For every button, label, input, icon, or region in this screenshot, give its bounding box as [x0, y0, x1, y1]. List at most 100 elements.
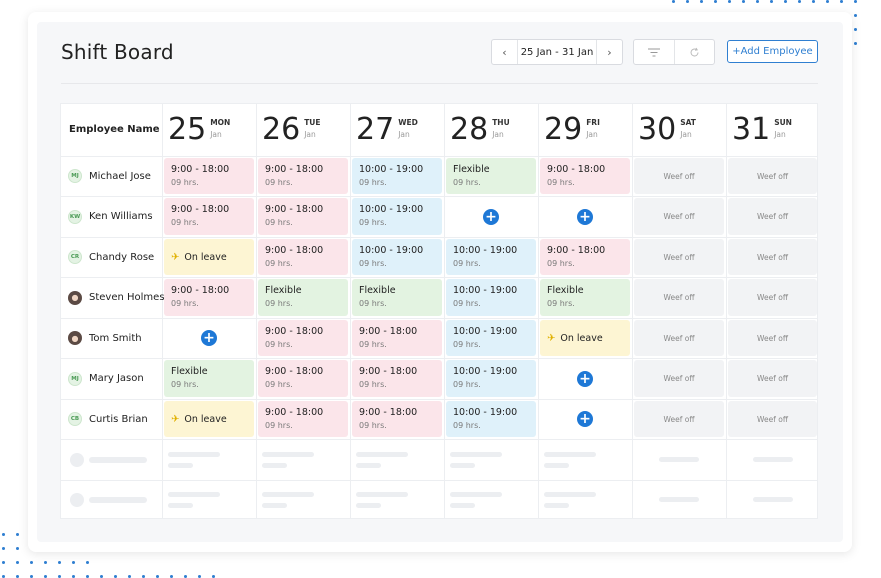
shift-hours: 09 hrs.	[171, 218, 199, 227]
employee-cell[interactable]: CB Curtis Brian	[68, 409, 148, 429]
week-off-cell[interactable]: Weef off	[728, 239, 817, 275]
column-divider	[162, 104, 163, 518]
shift-cell[interactable]: 10:00 - 19:00 09 hrs.	[446, 360, 536, 397]
chevron-right-icon: ›	[607, 45, 612, 59]
week-off-cell[interactable]: Weef off	[634, 239, 724, 275]
shift-label: 10:00 - 19:00	[359, 204, 424, 215]
employee-name: Chandy Rose	[89, 251, 155, 263]
shift-cell[interactable]: 9:00 - 18:00 09 hrs.	[164, 198, 254, 235]
skeleton-line	[544, 492, 596, 497]
shift-cell[interactable]: Flexible 09 hrs.	[352, 279, 442, 316]
column-divider	[256, 104, 257, 518]
add-shift-button[interactable]: +	[577, 411, 593, 427]
day-month: Jan	[398, 130, 410, 139]
shift-cell[interactable]: Flexible 09 hrs.	[446, 158, 536, 194]
week-off-cell[interactable]: Weef off	[634, 158, 724, 194]
shift-cell[interactable]: 10:00 - 19:00 09 hrs.	[446, 239, 536, 275]
shift-cell[interactable]: Flexible 09 hrs.	[258, 279, 348, 316]
toolbar-tools	[633, 39, 715, 65]
week-off-cell[interactable]: Weef off	[634, 279, 724, 316]
shift-cell[interactable]: 10:00 - 19:00 09 hrs.	[352, 198, 442, 235]
shift-cell[interactable]: 9:00 - 18:00 09 hrs.	[540, 158, 630, 194]
shift-cell[interactable]: 10:00 - 19:00 09 hrs.	[446, 279, 536, 316]
week-off-cell[interactable]: Weef off	[634, 401, 724, 437]
week-off-cell[interactable]: Weef off	[634, 360, 724, 397]
employee-cell[interactable]: MJ Michael Jose	[68, 166, 151, 186]
week-off-cell[interactable]: Weef off	[634, 198, 724, 235]
next-week-button[interactable]: ›	[596, 40, 622, 64]
week-off-cell[interactable]: Weef off	[728, 279, 817, 316]
plane-icon: ✈	[171, 251, 180, 263]
week-off-cell[interactable]: Weef off	[634, 320, 724, 356]
skeleton-line	[450, 492, 502, 497]
shift-cell[interactable]: Flexible 09 hrs.	[164, 360, 254, 397]
skeleton-line	[356, 451, 408, 457]
shift-cell[interactable]: 9:00 - 18:00 09 hrs.	[258, 239, 348, 275]
employee-name: Michael Jose	[89, 170, 151, 182]
shift-cell[interactable]: 10:00 - 19:00 09 hrs.	[446, 320, 536, 356]
shift-label: 10:00 - 19:00	[453, 407, 518, 418]
day-month: Jan	[586, 130, 598, 139]
date-range-label[interactable]: 25 Jan - 31 Jan	[520, 46, 594, 58]
shift-cell[interactable]: 9:00 - 18:00 09 hrs.	[352, 401, 442, 437]
day-of-week: SUN	[774, 118, 792, 127]
shift-cell[interactable]: 9:00 - 18:00 09 hrs.	[164, 279, 254, 316]
skeleton-line	[356, 492, 408, 497]
shift-hours: 09 hrs.	[453, 380, 481, 389]
filter-button[interactable]	[634, 40, 675, 64]
shift-cell[interactable]: 9:00 - 18:00 09 hrs.	[258, 320, 348, 356]
shift-hours: 09 hrs.	[265, 340, 293, 349]
employee-cell[interactable]: CR Chandy Rose	[68, 247, 154, 267]
shift-cell[interactable]: 9:00 - 18:00 09 hrs.	[258, 360, 348, 397]
add-shift-button[interactable]: +	[577, 208, 593, 225]
on-leave-cell[interactable]: ✈ On leave	[164, 239, 254, 275]
week-off-cell[interactable]: Weef off	[728, 158, 817, 194]
column-divider	[350, 104, 351, 518]
shift-cell[interactable]: 9:00 - 18:00 09 hrs.	[352, 360, 442, 397]
on-leave-cell[interactable]: ✈ On leave	[164, 401, 254, 437]
employee-cell[interactable]: MJ Mary Jason	[68, 369, 144, 389]
day-month: Jan	[492, 130, 504, 139]
employee-cell[interactable]: ● Tom Smith	[68, 328, 142, 348]
shift-hours: 09 hrs.	[265, 218, 293, 227]
prev-week-button[interactable]: ‹	[492, 40, 518, 64]
day-month: Jan	[304, 130, 316, 139]
shift-cell[interactable]: 9:00 - 18:00 09 hrs.	[258, 401, 348, 437]
shift-label: 9:00 - 18:00	[359, 326, 418, 337]
shift-cell[interactable]: 9:00 - 18:00 09 hrs.	[352, 320, 442, 356]
employee-name: Steven Holmes	[89, 292, 165, 303]
on-leave-cell[interactable]: ✈ On leave	[540, 320, 630, 356]
day-of-week: MON	[210, 118, 231, 127]
row-divider	[61, 156, 817, 157]
week-off-cell[interactable]: Weef off	[728, 320, 817, 356]
refresh-button[interactable]	[675, 40, 715, 64]
week-off-cell[interactable]: Weef off	[728, 198, 817, 235]
add-shift-button[interactable]: +	[577, 370, 593, 387]
week-off-cell[interactable]: Weef off	[728, 360, 817, 397]
add-shift-button[interactable]: +	[483, 208, 499, 225]
shift-hours: 09 hrs.	[265, 259, 293, 268]
skeleton-avatar	[70, 493, 84, 507]
shift-hours: 09 hrs.	[453, 299, 481, 308]
employee-cell[interactable]: ● Steven Holmes	[68, 288, 165, 308]
shift-hours: 09 hrs.	[359, 299, 387, 308]
skeleton-line	[168, 462, 193, 468]
shift-cell[interactable]: 9:00 - 18:00 09 hrs.	[164, 158, 254, 194]
shift-cell[interactable]: 10:00 - 19:00 09 hrs.	[352, 158, 442, 194]
shift-cell[interactable]: 10:00 - 19:00 09 hrs.	[446, 401, 536, 437]
add-shift-button[interactable]: +	[201, 330, 217, 346]
filter-icon	[647, 48, 660, 56]
shift-cell[interactable]: 9:00 - 18:00 09 hrs.	[258, 198, 348, 235]
add-employee-button[interactable]: +Add Employee	[727, 40, 818, 63]
week-off-cell[interactable]: Weef off	[728, 401, 817, 437]
shift-cell[interactable]: 9:00 - 18:00 09 hrs.	[540, 239, 630, 275]
skeleton-line	[262, 492, 314, 497]
day-header: 30 SAT Jan	[638, 112, 696, 152]
day-number: 26	[262, 112, 301, 147]
employee-cell[interactable]: KW Ken Williams	[68, 207, 153, 227]
shift-cell[interactable]: 10:00 - 19:00 09 hrs.	[352, 239, 442, 275]
shift-cell[interactable]: 9:00 - 18:00 09 hrs.	[258, 158, 348, 194]
shift-label: Weef off	[663, 414, 695, 424]
shift-cell[interactable]: Flexible 09 hrs.	[540, 279, 630, 316]
shift-label: On leave	[184, 413, 227, 425]
